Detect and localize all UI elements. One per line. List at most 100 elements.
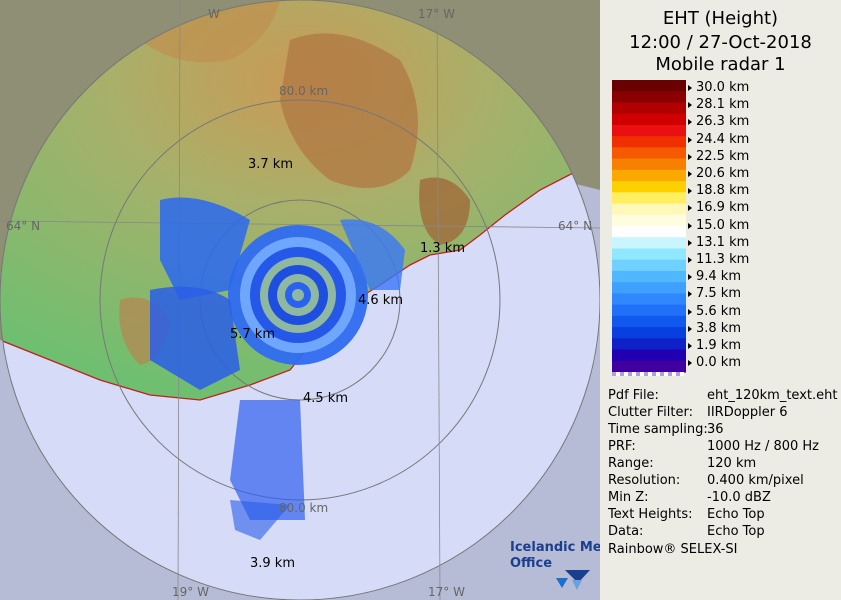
- radar-map: W 17° W 64° N 64° N 19° W 17° W 80.0 km …: [0, 0, 600, 600]
- scale-swatch: [612, 327, 686, 339]
- scale-nodata-swatch: [672, 372, 676, 376]
- height-label-1: 3.7 km: [248, 157, 293, 172]
- scale-label: 11.3 km: [696, 252, 750, 267]
- height-label-2: 1.3 km: [420, 241, 465, 256]
- scale-swatch: [612, 113, 686, 126]
- scale-label: 7.5 km: [696, 286, 741, 302]
- scale-label: 16.9 km: [696, 200, 750, 216]
- scale-nodata-swatch: [680, 372, 684, 376]
- info-key: PRF:: [608, 439, 636, 454]
- scale-swatch: [612, 158, 686, 171]
- scale-nodata-swatch: [628, 372, 632, 376]
- lat-64-left-label: 64° N: [6, 219, 40, 233]
- info-key: Time sampling:: [608, 422, 708, 437]
- scale-label: 28.1 km: [696, 97, 750, 113]
- scale-tick-icon: [688, 257, 692, 263]
- scale-label: 5.6 km: [696, 303, 741, 319]
- height-label-4: 5.7 km: [230, 327, 275, 342]
- scale-nodata-swatch: [616, 372, 620, 376]
- scale-label: 26.3 km: [696, 114, 750, 130]
- scale-swatch: [612, 102, 686, 115]
- scale-swatch: [612, 248, 686, 261]
- info-value: -10.0 dBZ: [707, 490, 771, 505]
- scale-tick-icon: [688, 85, 692, 91]
- info-key: Resolution:: [608, 473, 681, 488]
- scale-swatch: [612, 203, 686, 216]
- scale-label: 20.6 km: [696, 166, 750, 181]
- scale-tick-icon: [688, 171, 692, 177]
- scale-swatch: [612, 349, 686, 362]
- scale-nodata-swatch: [676, 372, 680, 376]
- height-label-3: 4.6 km: [358, 293, 403, 308]
- scale-label: 22.5 km: [696, 148, 750, 164]
- scale-swatch: [612, 259, 686, 272]
- info-value: 1000 Hz / 800 Hz: [707, 439, 820, 454]
- lat-64-right-label: 64° N: [558, 219, 592, 233]
- scale-tick-icon: [688, 153, 692, 160]
- radar-echo: [150, 197, 405, 540]
- scale-swatch: [612, 181, 686, 193]
- range-ring-label-bottom: 80.0 km: [279, 501, 328, 515]
- lon-17: [436, 0, 441, 600]
- scale-swatch: [612, 91, 686, 104]
- scale-label: 9.4 km: [696, 269, 741, 285]
- lon-w-label: W: [208, 7, 220, 21]
- scale-tick-icon: [688, 291, 692, 298]
- info-key: Range:: [608, 456, 654, 471]
- scale-swatch: [612, 136, 686, 148]
- scale-swatch: [612, 282, 686, 294]
- footer-brand: Rainbow® SELEX-SI: [608, 542, 738, 557]
- scale-swatch: [612, 360, 686, 373]
- info-key: Clutter Filter:: [608, 405, 693, 420]
- scale-nodata-swatch: [664, 372, 668, 376]
- info-value: eht_120km_text.eht: [707, 388, 838, 403]
- scale-nodata-swatch: [644, 372, 648, 376]
- scale-tick-icon: [688, 222, 692, 229]
- info-value: Echo Top: [707, 524, 765, 539]
- info-value: 0.400 km/pixel: [707, 473, 804, 488]
- scale-label: 24.4 km: [696, 131, 750, 147]
- highland-1: [280, 33, 418, 189]
- scale-nodata-swatch: [620, 372, 624, 376]
- info-value: IIRDoppler 6: [707, 405, 788, 420]
- lon-17-top-label: 17° W: [418, 7, 455, 21]
- scale-label: 18.8 km: [696, 183, 750, 199]
- scale-swatch: [612, 192, 686, 205]
- scale-swatch: [612, 270, 686, 283]
- scale-label: 3.8 km: [696, 320, 741, 336]
- lat-64: [0, 220, 600, 229]
- height-label-6: 3.9 km: [250, 556, 295, 571]
- scale-swatch: [612, 304, 686, 317]
- scale-swatch: [612, 237, 686, 250]
- scale-nodata-swatch: [640, 372, 644, 376]
- scale-tick-icon: [688, 274, 692, 281]
- timestamp: 12:00 / 27-Oct-2018: [629, 32, 812, 53]
- scale-tick-icon: [688, 308, 692, 315]
- info-key: Pdf File:: [608, 388, 659, 403]
- info-value: 120 km: [707, 456, 757, 471]
- scale-nodata-swatch: [632, 372, 636, 376]
- scale-tick-icon: [688, 325, 692, 332]
- scale-tick-icon: [688, 239, 692, 246]
- scale-nodata-swatch: [636, 372, 640, 376]
- logo-line-1: Icelandic Met: [510, 540, 600, 555]
- logo-line-2: Office: [510, 556, 552, 571]
- scale-label: 15.0 km: [696, 217, 750, 233]
- scale-swatch: [612, 169, 686, 182]
- glacier-high: [419, 177, 470, 245]
- range-ring-label-top: 80.0 km: [279, 84, 328, 98]
- info-key: Text Heights:: [608, 507, 693, 522]
- info-value: Echo Top: [707, 507, 765, 522]
- info-value: 36: [707, 422, 724, 437]
- info-key: Data:: [608, 524, 644, 539]
- scale-nodata-swatch: [624, 372, 628, 376]
- scale-nodata-swatch: [648, 372, 652, 376]
- lon-17-bottom-label: 17° W: [428, 585, 465, 599]
- radar-name: Mobile radar 1: [655, 54, 786, 75]
- scale-swatch: [612, 338, 686, 351]
- scale-nodata-swatch: [652, 372, 656, 376]
- scale-nodata-swatch: [656, 372, 660, 376]
- scale-tick-icon: [688, 119, 692, 126]
- scale-swatch: [612, 226, 686, 238]
- scale-swatch: [612, 80, 686, 92]
